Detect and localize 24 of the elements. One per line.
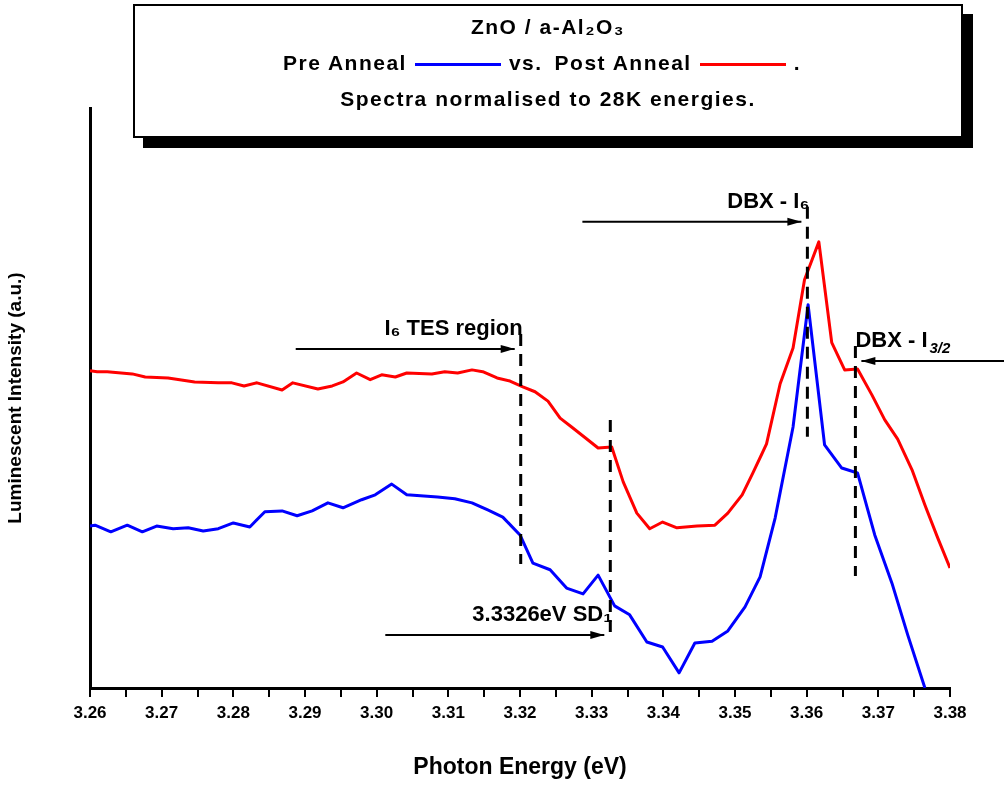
- chart-title: ZnO / a-Al₂O₃: [469, 14, 626, 40]
- x-tick-label: 3.35: [718, 702, 752, 722]
- x-tick-label: 3.36: [790, 702, 824, 722]
- x-axis-title: Photon Energy (eV): [413, 752, 627, 779]
- x-tick-label: 3.28: [216, 702, 250, 722]
- text: .: [793, 51, 802, 74]
- x-tick-label: 3.26: [73, 702, 107, 722]
- x-tick-label: 3.29: [288, 702, 322, 722]
- x-tick-label: 3.34: [646, 702, 681, 722]
- x-tick-label: 3.37: [861, 702, 895, 722]
- x-tick-label: 3.30: [360, 702, 394, 722]
- annotation: 3.3326eV SD₁: [472, 600, 613, 626]
- x-tick-label: 3.31: [431, 702, 465, 722]
- x-tick-label: 3.27: [145, 702, 179, 722]
- annotation: I₆ TES region: [384, 314, 523, 340]
- x-tick-label: 3.32: [503, 702, 537, 722]
- x-tick-label: 3.33: [575, 702, 609, 722]
- text: vs.: [508, 51, 543, 74]
- legend-label: Pre Anneal: [282, 51, 407, 74]
- legend-label: Post Anneal: [554, 51, 692, 74]
- annotation: DBX - I₆: [727, 187, 810, 213]
- x-tick-label: 3.38: [933, 702, 967, 722]
- y-axis-title: Luminescent Intensity (a.u.): [3, 272, 25, 524]
- chart-subtitle: Spectra normalised to 28K energies.: [339, 86, 757, 112]
